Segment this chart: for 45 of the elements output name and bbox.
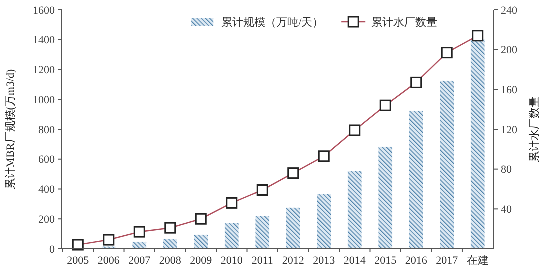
y2-tick-label: 200 xyxy=(501,44,518,57)
x-tick-label: 2011 xyxy=(252,255,274,267)
x-tick-label: 2006 xyxy=(98,255,120,267)
x-tick-label: 2015 xyxy=(374,255,398,267)
bar xyxy=(163,238,178,249)
x-tick-label: 2016 xyxy=(405,255,428,267)
x-tick-label: 2010 xyxy=(220,255,244,267)
bar xyxy=(440,80,454,249)
bar xyxy=(409,110,424,249)
y2-tick-label: 40 xyxy=(501,204,512,216)
y-tick-label: 0 xyxy=(50,244,56,256)
bar xyxy=(286,208,300,249)
y-tick-label: 1000 xyxy=(33,94,56,106)
bar xyxy=(132,242,147,249)
y-tick-label: 1400 xyxy=(33,34,56,47)
bar xyxy=(194,234,208,249)
x-tick-label: 2013 xyxy=(313,255,336,267)
x-tick-label: 2005 xyxy=(67,255,90,267)
x-tick-label: 2007 xyxy=(128,255,152,267)
y-tick-label: 400 xyxy=(38,184,56,196)
y-axis-title: 累计MBR厂规模(万m3/d) xyxy=(4,68,17,190)
x-tick-label: 2014 xyxy=(344,255,366,267)
bar xyxy=(256,216,270,249)
bar xyxy=(224,223,239,249)
x-tick-label: 2009 xyxy=(190,255,213,267)
y-tick-label: 200 xyxy=(38,214,56,226)
y-tick-label: 1200 xyxy=(33,64,56,77)
y2-tick-label: 240 xyxy=(501,4,518,17)
y2-axis-title: 累计水厂数量 xyxy=(528,96,541,162)
x-tick-label: 2008 xyxy=(159,255,182,267)
legend-label: 累计水厂数量 xyxy=(372,16,438,29)
x-tick-label: 2017 xyxy=(436,255,459,267)
y-tick-label: 600 xyxy=(38,154,56,166)
x-tick-label: 在建 xyxy=(466,254,489,267)
bar xyxy=(348,171,362,249)
x-tick-label: 2012 xyxy=(282,255,304,267)
legend-label: 累计规模（万吨/天） xyxy=(222,16,324,29)
y2-tick-label: 160 xyxy=(501,84,518,97)
bar xyxy=(378,146,393,249)
bar xyxy=(470,38,485,249)
bar xyxy=(317,194,332,249)
y-tick-label: 800 xyxy=(38,124,56,136)
y2-tick-label: 120 xyxy=(501,124,518,136)
y-tick-label: 1600 xyxy=(33,4,56,17)
y2-tick-label: 80 xyxy=(501,164,512,176)
